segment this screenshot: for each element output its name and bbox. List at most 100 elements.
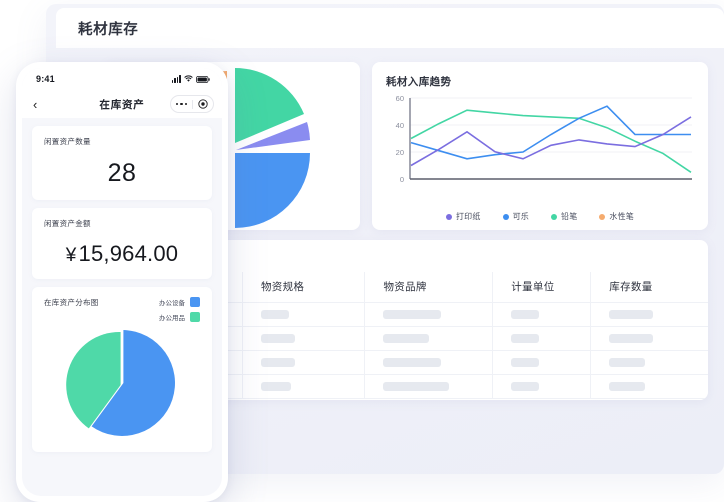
- asset-distribution-header: 在库资产分布图 办公设备 办公用品: [44, 297, 200, 322]
- capsule-divider: [191, 99, 193, 109]
- asset-distribution-title: 在库资产分布图: [44, 298, 99, 307]
- legend-item-office-supplies[interactable]: 办公用品: [159, 312, 200, 322]
- skeleton-placeholder: [609, 333, 654, 343]
- cell-unit: [492, 374, 592, 399]
- skeleton-placeholder: [260, 381, 291, 391]
- cell-brand: [364, 350, 494, 375]
- skeleton-placeholder: [511, 357, 540, 367]
- column-header-brand[interactable]: 物资品牌: [364, 272, 494, 303]
- series-line-cola: [410, 105, 691, 160]
- asset-distribution-legend: 办公设备 办公用品: [159, 297, 200, 322]
- legend-dot-pencil: [551, 213, 557, 220]
- legend-dot-water-pen: [599, 213, 606, 220]
- legend-item-printer-paper[interactable]: 打印纸: [445, 211, 481, 222]
- line-chart-svg: 60 40 20 0: [396, 94, 692, 184]
- battery-icon: [196, 75, 210, 83]
- asset-distribution-card: 在库资产分布图 办公设备 办公用品: [32, 287, 212, 452]
- idle-asset-count-label: 闲置资产数量: [44, 137, 91, 146]
- skeleton-placeholder: [511, 333, 540, 343]
- phone-nav-bar: ‹ 在库资产: [22, 90, 222, 118]
- cell-brand: [364, 374, 494, 399]
- legend-chip-office-equipment: [190, 297, 200, 307]
- wechat-capsule-menu[interactable]: [170, 95, 214, 113]
- cell-brand: [364, 326, 494, 351]
- legend-item-office-equipment[interactable]: 办公设备: [159, 297, 200, 307]
- cell-unit: [492, 302, 592, 327]
- cellular-signal-icon: [171, 75, 181, 83]
- column-header-qty[interactable]: 库存数量: [590, 272, 708, 303]
- skeleton-placeholder: [609, 309, 654, 319]
- phone-pie-slice-office-supplies: [66, 331, 121, 429]
- more-dots-icon[interactable]: [171, 102, 192, 106]
- series-line-pencil: [410, 109, 692, 173]
- cell-qty: [590, 302, 708, 327]
- back-chevron-icon[interactable]: ‹: [33, 96, 38, 112]
- phone-mockup: 9:41: [16, 62, 228, 502]
- cell-brand: [364, 302, 494, 327]
- cell-spec: [242, 350, 366, 375]
- line-chart: 60 40 20 0: [380, 90, 700, 207]
- idle-asset-amount-value: ¥15,964.00: [44, 241, 200, 267]
- idle-asset-amount-card: 闲置资产金额 ¥15,964.00: [32, 208, 212, 279]
- cell-qty: [590, 326, 708, 351]
- status-bar-clock: 9:41: [36, 74, 55, 84]
- y-tick-60: 60: [396, 94, 404, 103]
- y-tick-0: 0: [400, 175, 404, 184]
- skeleton-placeholder: [383, 381, 450, 391]
- cell-qty: [590, 374, 708, 399]
- amount-number: 15,964.00: [78, 241, 179, 266]
- cell-spec: [242, 326, 366, 351]
- legend-item-pencil[interactable]: 铅笔: [551, 211, 577, 222]
- cell-qty: [590, 350, 708, 375]
- legend-chip-office-supplies: [190, 312, 200, 322]
- wifi-icon: [184, 75, 193, 82]
- phone-pie-slice-office-equipment: [91, 330, 175, 436]
- legend-label-pencil: 铅笔: [561, 212, 578, 221]
- skeleton-placeholder: [260, 357, 295, 367]
- skeleton-placeholder: [383, 309, 442, 319]
- cell-spec: [242, 302, 366, 327]
- pie-slice-pencil: [235, 68, 304, 143]
- skeleton-placeholder: [609, 357, 646, 367]
- page-header: 耗材库存: [56, 8, 724, 48]
- legend-dot-cola: [502, 213, 509, 220]
- legend-item-water-pen[interactable]: 水性笔: [599, 211, 634, 222]
- inventory-table-card: 物资规格 物资品牌 计量单位 库存数量: [104, 240, 708, 400]
- legend-item-cola[interactable]: 可乐: [502, 211, 529, 222]
- legend-label-water-pen: 水性笔: [609, 212, 635, 221]
- phone-pie-chart-svg: [66, 330, 175, 436]
- legend-label-printer-paper: 打印纸: [455, 212, 481, 221]
- pie-slice-cola: [235, 153, 310, 228]
- page-title: 耗材库存: [78, 21, 139, 38]
- series-line-printer-paper: [410, 116, 692, 167]
- skeleton-placeholder: [260, 309, 289, 319]
- idle-asset-count-value: 28: [107, 159, 137, 187]
- asset-distribution-pie-body: [44, 328, 200, 440]
- y-tick-40: 40: [396, 121, 404, 130]
- y-tick-20: 20: [396, 148, 404, 157]
- skeleton-placeholder: [609, 381, 646, 391]
- column-header-unit[interactable]: 计量单位: [492, 272, 592, 303]
- skeleton-placeholder: [511, 309, 540, 319]
- legend-label-cola: 可乐: [512, 212, 529, 221]
- idle-asset-amount-label: 闲置资产金额: [44, 219, 91, 228]
- line-chart-legend: 打印纸 可乐 铅笔 水性笔: [372, 211, 708, 222]
- inbound-trend-card: 耗材入库趋势 60 40 20 0: [372, 62, 708, 230]
- cell-spec: [242, 374, 366, 399]
- skeleton-placeholder: [260, 333, 295, 343]
- inbound-trend-title: 耗材入库趋势: [386, 76, 452, 88]
- cell-unit: [492, 350, 592, 375]
- legend-label-office-supplies: 办公用品: [159, 315, 185, 322]
- skeleton-placeholder: [383, 333, 430, 343]
- skeleton-placeholder: [383, 357, 442, 367]
- cell-unit: [492, 326, 592, 351]
- dashboard-cards-row: 耗材入库趋势 60 40 20 0: [104, 62, 708, 230]
- close-target-icon[interactable]: [193, 99, 214, 109]
- column-header-spec[interactable]: 物资规格: [242, 272, 366, 303]
- idle-asset-count-card: 闲置资产数量 28: [32, 126, 212, 200]
- legend-dot-printer-paper: [445, 213, 452, 220]
- phone-content: 闲置资产数量 28 闲置资产金额 ¥15,964.00 在库资产分布图 办公设备: [22, 118, 222, 460]
- phone-screen: 9:41: [22, 68, 222, 496]
- legend-label-office-equipment: 办公设备: [159, 300, 185, 307]
